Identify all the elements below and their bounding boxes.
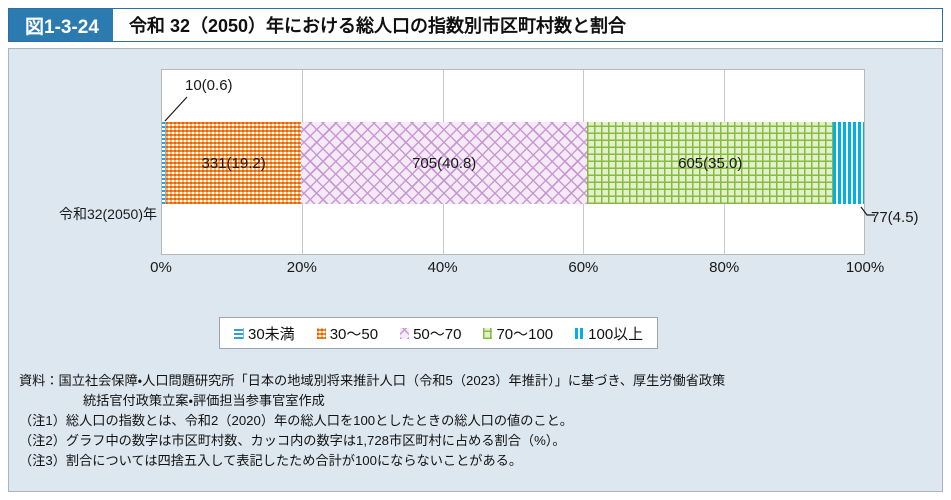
x-tick-80: 80% <box>709 259 740 276</box>
legend-item-30-50[interactable]: 30〜50 <box>316 323 379 344</box>
source-line-2: 統括官付政策立案・評価担当参事官室作成 <box>83 393 325 408</box>
bar-segment-100-over[interactable] <box>833 122 864 204</box>
plot-area: 331(19.2) 705(40.8) 605(35.0) <box>161 69 865 255</box>
legend-item-70-100[interactable]: 70〜100 <box>483 323 553 344</box>
x-tick-60: 60% <box>568 259 599 276</box>
legend-swatch-100-over-icon <box>575 327 585 339</box>
stacked-bar-2050: 331(19.2) 705(40.8) 605(35.0) <box>162 122 864 204</box>
legend-item-under30[interactable]: 30未満 <box>234 323 295 344</box>
bar-segment-50-70-label: 705(40.8) <box>412 154 477 172</box>
legend-label-under30: 30未満 <box>248 325 295 343</box>
note-1: （注1）総人口の指数とは、令和2（2020）年の総人口を100としたときの総人口… <box>19 413 573 428</box>
figure-number-tag: 図1-3-24 <box>9 9 113 41</box>
figure-title: 令和 32（2050）年における総人口の指数別市区町村数と割合 <box>112 9 942 41</box>
source-line-1: 資料：国立社会保障・人口問題研究所「日本の地域別将来推計人口（令和5（2023）… <box>19 373 726 388</box>
legend-swatch-under30-icon <box>234 327 244 339</box>
callout-100over-leader-line <box>860 206 875 216</box>
figure-notes: 資料：国立社会保障・人口問題研究所「日本の地域別将来推計人口（令和5（2023）… <box>19 371 939 471</box>
x-tick-100: 100% <box>845 259 885 276</box>
chart-legend: 30未満 30〜50 50〜70 70〜100 100以上 <box>219 317 659 349</box>
y-axis-category-label: 令和32(2050)年 <box>58 206 157 222</box>
legend-label-100-over: 100以上 <box>588 325 644 343</box>
x-tick-40: 40% <box>427 259 458 276</box>
note-2: （注2）グラフ中の数字は市区町村数、カッコ内の数字は1,728市区町村に占める割… <box>19 433 566 448</box>
chart-area: 令和32(2050)年 331(19.2) 705(40.8) 605(35.0… <box>9 49 944 299</box>
legend-label-70-100: 70〜100 <box>496 325 554 343</box>
note-3: （注3）割合については四捨五入して表記したため合計が100にならないことがある。 <box>19 453 523 468</box>
bar-segment-under30[interactable] <box>162 122 167 204</box>
x-tick-0: 0% <box>150 259 172 276</box>
callout-under30-label: 10(0.6) <box>185 77 233 94</box>
bar-segment-30-50-label: 331(19.2) <box>201 154 266 172</box>
legend-item-100-over[interactable]: 100以上 <box>575 323 643 344</box>
figure-header: 図1-3-24 令和 32（2050）年における総人口の指数別市区町村数と割合 <box>8 8 943 42</box>
x-axis-ticks: 0% 20% 40% 60% 80% 100% <box>150 259 884 283</box>
legend-label-30-50: 30〜50 <box>329 325 379 343</box>
legend-swatch-70-100-icon <box>483 327 493 339</box>
bar-segment-30-50[interactable]: 331(19.2) <box>166 122 301 204</box>
bar-segment-50-70[interactable]: 705(40.8) <box>300 122 588 204</box>
callout-under30-leader-line <box>164 96 188 122</box>
legend-swatch-50-70-icon <box>400 327 410 339</box>
bar-segment-70-100-label: 605(35.0) <box>678 154 743 172</box>
x-tick-20: 20% <box>286 259 317 276</box>
bar-segment-70-100[interactable]: 605(35.0) <box>587 122 834 204</box>
callout-100over-label: 77(4.5) <box>871 209 919 226</box>
legend-item-50-70[interactable]: 50〜70 <box>400 323 461 344</box>
figure-panel: 令和32(2050)年 331(19.2) 705(40.8) 605(35.0… <box>8 48 943 492</box>
legend-label-50-70: 50〜70 <box>413 325 462 343</box>
legend-swatch-30-50-icon <box>316 327 326 339</box>
